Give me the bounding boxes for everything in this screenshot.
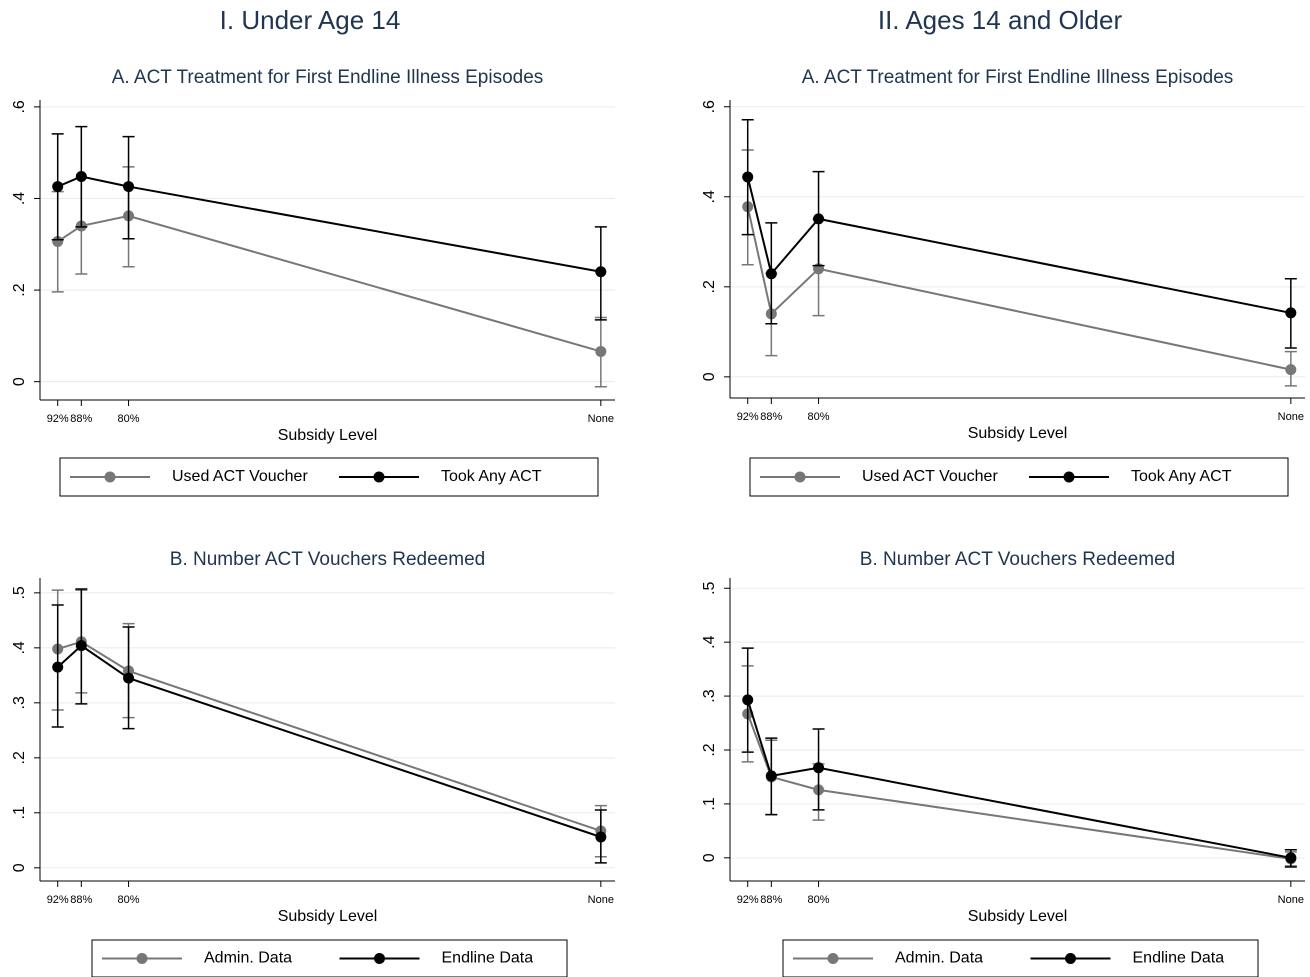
y-tick-label: .3	[701, 689, 718, 702]
point	[595, 266, 607, 278]
y-tick-label: .4	[11, 641, 28, 654]
x-axis-label: Subsidy Level	[278, 427, 378, 444]
legend-marker	[104, 471, 116, 483]
y-tick-label: .5	[11, 586, 28, 599]
x-tick-label: 92%	[737, 894, 759, 906]
point	[75, 640, 87, 652]
legend-marker	[1063, 471, 1075, 483]
y-tick-label: .6	[701, 100, 718, 113]
x-axis-label: Subsidy Level	[968, 425, 1068, 442]
x-axis-label: Subsidy Level	[968, 908, 1068, 925]
panel-title: A. ACT Treatment for First Endline Illne…	[802, 67, 1234, 88]
panel-title: B. Number ACT Vouchers Redeemed	[170, 549, 485, 570]
series-line	[746, 176, 1292, 314]
y-tick-label: .4	[11, 192, 28, 205]
point	[52, 661, 64, 673]
x-tick-label: 88%	[70, 413, 92, 425]
legend-label: Used ACT Voucher	[862, 468, 998, 485]
point	[1285, 852, 1297, 864]
point	[75, 170, 87, 182]
x-tick-label: 80%	[808, 894, 830, 906]
y-tick-label: .2	[11, 751, 28, 764]
y-tick-label: .1	[701, 797, 718, 810]
point	[813, 213, 825, 225]
point	[1285, 364, 1297, 376]
x-tick-label: 92%	[737, 411, 759, 423]
legend-marker	[373, 471, 385, 483]
legend-label: Used ACT Voucher	[172, 468, 308, 485]
y-tick-label: .2	[11, 283, 28, 296]
point	[123, 672, 135, 684]
legend-label: Admin. Data	[204, 950, 292, 967]
legend-marker	[136, 953, 148, 964]
legend-marker	[1065, 953, 1076, 964]
point	[765, 268, 777, 280]
point	[595, 345, 607, 357]
x-tick-label: 80%	[118, 413, 140, 425]
x-tick-label: None	[1278, 894, 1304, 906]
point	[595, 831, 607, 843]
y-tick-label: .5	[701, 581, 718, 594]
legend-label: Endline Data	[1133, 950, 1225, 967]
y-tick-label: .6	[11, 100, 28, 113]
y-tick-label: 0	[11, 863, 28, 872]
y-tick-label: .4	[701, 635, 718, 648]
legend-marker	[374, 953, 385, 964]
point	[742, 694, 754, 706]
x-tick-label: 88%	[760, 411, 782, 423]
legend-label: Endline Data	[442, 950, 534, 967]
y-tick-label: .4	[701, 190, 718, 203]
series-line	[57, 640, 602, 832]
y-tick-label: .3	[11, 696, 28, 709]
point	[765, 770, 777, 782]
y-tick-label: 0	[11, 377, 28, 386]
y-tick-label: 0	[701, 372, 718, 381]
legend-label: Admin. Data	[895, 950, 983, 967]
point	[52, 236, 64, 248]
point	[1285, 307, 1297, 319]
series-line	[57, 175, 602, 273]
x-axis-label: Subsidy Level	[278, 908, 378, 925]
x-tick-label: 80%	[118, 894, 140, 906]
point	[813, 762, 825, 774]
x-tick-label: None	[588, 413, 614, 425]
x-tick-label: 92%	[47, 894, 69, 906]
x-tick-label: 88%	[70, 894, 92, 906]
y-tick-label: .2	[701, 743, 718, 756]
point	[52, 181, 64, 193]
point	[742, 171, 754, 183]
point	[123, 181, 135, 193]
panel-title: A. ACT Treatment for First Endline Illne…	[112, 67, 544, 88]
series-line	[746, 699, 1292, 859]
y-tick-label: 0	[701, 853, 718, 862]
series-line	[57, 644, 602, 838]
x-tick-label: None	[1278, 411, 1304, 423]
column-title: II. Ages 14 and Older	[878, 5, 1123, 35]
legend-label: Took Any ACT	[441, 468, 542, 485]
legend-marker	[794, 471, 806, 483]
x-tick-label: 80%	[808, 411, 830, 423]
series-line	[746, 206, 1292, 371]
column-title: I. Under Age 14	[220, 5, 401, 35]
series-line	[746, 713, 1291, 860]
x-tick-label: 88%	[760, 894, 782, 906]
legend-marker	[827, 953, 839, 964]
y-tick-label: .1	[11, 806, 28, 819]
x-tick-label: 92%	[47, 413, 69, 425]
panel-title: B. Number ACT Vouchers Redeemed	[860, 549, 1175, 570]
series-line	[57, 214, 602, 353]
x-tick-label: None	[588, 894, 614, 906]
legend-label: Took Any ACT	[1131, 468, 1232, 485]
y-tick-label: .2	[701, 280, 718, 293]
